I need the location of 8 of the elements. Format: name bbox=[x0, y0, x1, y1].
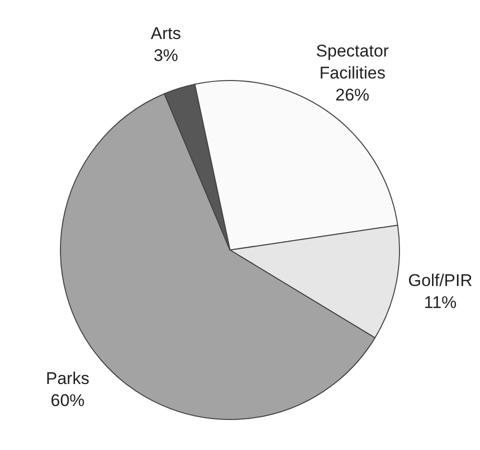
slice-label: Golf/PIR bbox=[408, 271, 472, 290]
slice-label: Spectator Facilities bbox=[316, 42, 390, 83]
slice-label: Arts bbox=[150, 24, 181, 44]
data-label: 3% bbox=[154, 46, 178, 66]
data-label: 11% bbox=[424, 293, 457, 312]
data-label: 26% bbox=[335, 86, 370, 105]
slice-label: Parks bbox=[46, 368, 90, 388]
data-label: 60% bbox=[50, 390, 85, 410]
